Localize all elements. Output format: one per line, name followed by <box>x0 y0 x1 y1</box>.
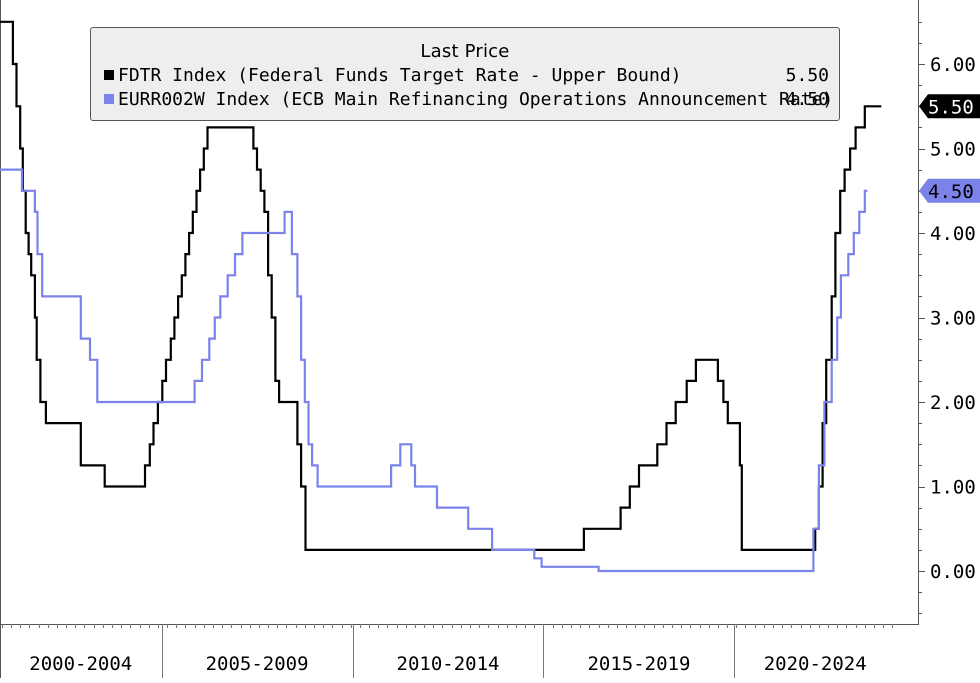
series-line-fdtr <box>0 20 882 551</box>
series-layer <box>0 20 882 573</box>
last-value-badge-shape <box>919 94 980 119</box>
legend-swatch-fdtr <box>104 70 114 80</box>
legend-value-eurr: 4.50 <box>785 89 829 110</box>
x-tick-label: 2020-2024 <box>764 653 867 675</box>
x-axis: 2000-2004 2005-2009 2010-2014 2015-2019 2020… <box>2 624 893 678</box>
y-tick-label: 1.00 <box>930 477 976 499</box>
legend-item-eurr: EURR002W Index (ECB Main Refinancing Ope… <box>91 88 839 112</box>
value-badges: 5.50 4.50 <box>919 94 980 203</box>
legend-label-fdtr: FDTR Index (Federal Funds Target Rate - … <box>118 65 682 86</box>
last-value-badge-eurr: 4.50 <box>919 178 980 203</box>
plot-frame <box>0 0 919 678</box>
x-tick-label: 2000-2004 <box>29 653 132 675</box>
legend-label-eurr: EURR002W Index (ECB Main Refinancing Ope… <box>118 89 834 110</box>
y-tick-label: 5.00 <box>930 139 976 161</box>
legend-swatch-eurr <box>104 94 114 104</box>
series-line-eurr <box>0 168 868 573</box>
y-tick-label: 4.00 <box>930 223 976 245</box>
x-tick-label: 2005-2009 <box>206 653 309 675</box>
y-tick-label: 0.00 <box>930 561 976 583</box>
y-tick-label: 6.00 <box>930 54 976 76</box>
y-tick-label: 3.00 <box>930 308 976 330</box>
last-value-badge-text: 4.50 <box>928 181 974 203</box>
legend-value-fdtr: 5.50 <box>785 65 829 86</box>
y-tick-label: 2.00 <box>930 392 976 414</box>
chart-title: Last Price <box>420 41 510 62</box>
x-tick-label: 2010-2014 <box>397 653 500 675</box>
legend-item-fdtr: FDTR Index (Federal Funds Target Rate - … <box>91 64 839 88</box>
last-value-badge-shape <box>919 178 980 203</box>
legend: Last Price FDTR Index (Federal Funds Tar… <box>90 27 840 121</box>
last-value-badge-fdtr: 5.50 <box>919 94 980 119</box>
last-value-badge-text: 5.50 <box>928 96 974 118</box>
x-tick-label: 2015-2019 <box>587 653 690 675</box>
